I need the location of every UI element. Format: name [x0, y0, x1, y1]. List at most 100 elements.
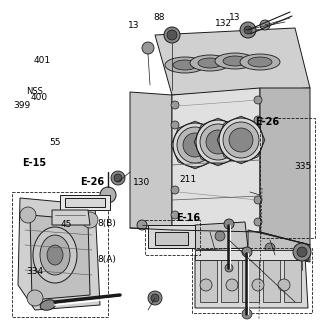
- Ellipse shape: [252, 279, 264, 291]
- Ellipse shape: [177, 127, 213, 163]
- Polygon shape: [30, 215, 90, 300]
- Polygon shape: [18, 198, 100, 310]
- Ellipse shape: [27, 290, 43, 306]
- Ellipse shape: [240, 54, 280, 70]
- Ellipse shape: [254, 196, 262, 204]
- Polygon shape: [65, 198, 105, 207]
- Text: 334: 334: [26, 267, 43, 276]
- Ellipse shape: [82, 212, 98, 228]
- Polygon shape: [171, 121, 219, 169]
- Ellipse shape: [137, 220, 147, 230]
- Ellipse shape: [219, 118, 263, 162]
- Polygon shape: [155, 28, 310, 95]
- Ellipse shape: [225, 264, 233, 272]
- Ellipse shape: [47, 245, 63, 265]
- Text: 401: 401: [33, 56, 50, 65]
- Ellipse shape: [114, 174, 122, 182]
- Polygon shape: [194, 118, 242, 166]
- Ellipse shape: [196, 120, 240, 164]
- Text: E-26: E-26: [255, 117, 279, 127]
- Polygon shape: [52, 210, 90, 225]
- Ellipse shape: [200, 279, 212, 291]
- Ellipse shape: [190, 55, 230, 71]
- Ellipse shape: [183, 133, 207, 157]
- Ellipse shape: [20, 207, 36, 223]
- Text: 13: 13: [229, 13, 240, 22]
- Ellipse shape: [164, 27, 180, 43]
- Polygon shape: [172, 88, 260, 232]
- Polygon shape: [195, 255, 308, 308]
- Text: 335: 335: [295, 162, 312, 171]
- Bar: [284, 260, 301, 302]
- Ellipse shape: [173, 123, 217, 167]
- Polygon shape: [217, 116, 265, 164]
- Bar: [145, 220, 200, 255]
- Ellipse shape: [148, 291, 162, 305]
- Text: 8(A): 8(A): [97, 255, 116, 264]
- Text: 88: 88: [153, 13, 165, 22]
- Ellipse shape: [142, 42, 154, 54]
- Polygon shape: [130, 92, 172, 230]
- Bar: [221, 260, 238, 302]
- Ellipse shape: [215, 53, 255, 69]
- Text: E-26: E-26: [80, 177, 104, 187]
- Bar: [242, 260, 259, 302]
- Ellipse shape: [173, 60, 197, 70]
- Ellipse shape: [171, 186, 179, 194]
- Bar: [260, 118, 315, 238]
- Ellipse shape: [171, 211, 179, 219]
- Polygon shape: [260, 88, 310, 245]
- Ellipse shape: [229, 128, 253, 152]
- Polygon shape: [248, 230, 310, 262]
- Bar: [263, 260, 280, 302]
- Ellipse shape: [240, 22, 256, 38]
- Ellipse shape: [260, 20, 270, 30]
- Ellipse shape: [254, 116, 262, 124]
- Ellipse shape: [206, 130, 230, 154]
- Text: 211: 211: [179, 175, 196, 184]
- Ellipse shape: [171, 101, 179, 109]
- Polygon shape: [148, 225, 195, 248]
- Text: 13: 13: [127, 21, 139, 30]
- Ellipse shape: [226, 279, 238, 291]
- Ellipse shape: [224, 219, 234, 229]
- Ellipse shape: [165, 57, 205, 73]
- Text: 400: 400: [30, 93, 48, 102]
- Bar: [195, 250, 308, 260]
- Text: 399: 399: [13, 101, 30, 110]
- Ellipse shape: [242, 247, 252, 257]
- Ellipse shape: [248, 57, 272, 67]
- Ellipse shape: [165, 233, 175, 243]
- Ellipse shape: [40, 235, 70, 275]
- Ellipse shape: [244, 26, 252, 34]
- Ellipse shape: [242, 309, 252, 319]
- Ellipse shape: [293, 243, 311, 261]
- Ellipse shape: [278, 279, 290, 291]
- Ellipse shape: [40, 300, 56, 310]
- Text: 132: 132: [214, 19, 232, 28]
- Polygon shape: [195, 222, 248, 250]
- Polygon shape: [155, 232, 188, 245]
- Ellipse shape: [265, 243, 275, 253]
- Bar: [12, 192, 108, 317]
- Ellipse shape: [171, 121, 179, 129]
- Ellipse shape: [198, 58, 222, 68]
- Ellipse shape: [223, 56, 247, 66]
- Text: E-16: E-16: [176, 213, 200, 223]
- Text: 45: 45: [60, 220, 72, 229]
- Ellipse shape: [254, 96, 262, 104]
- Ellipse shape: [223, 122, 259, 158]
- Polygon shape: [60, 195, 110, 210]
- Text: 130: 130: [133, 178, 150, 187]
- Ellipse shape: [200, 124, 236, 160]
- Ellipse shape: [254, 218, 262, 226]
- Ellipse shape: [111, 171, 125, 185]
- Ellipse shape: [33, 227, 77, 283]
- Text: E-15: E-15: [22, 158, 46, 168]
- Ellipse shape: [100, 187, 116, 203]
- Ellipse shape: [151, 294, 159, 302]
- Ellipse shape: [167, 30, 177, 40]
- Text: NSS: NSS: [26, 87, 43, 96]
- Text: 8(B): 8(B): [97, 219, 116, 228]
- Bar: [192, 248, 312, 313]
